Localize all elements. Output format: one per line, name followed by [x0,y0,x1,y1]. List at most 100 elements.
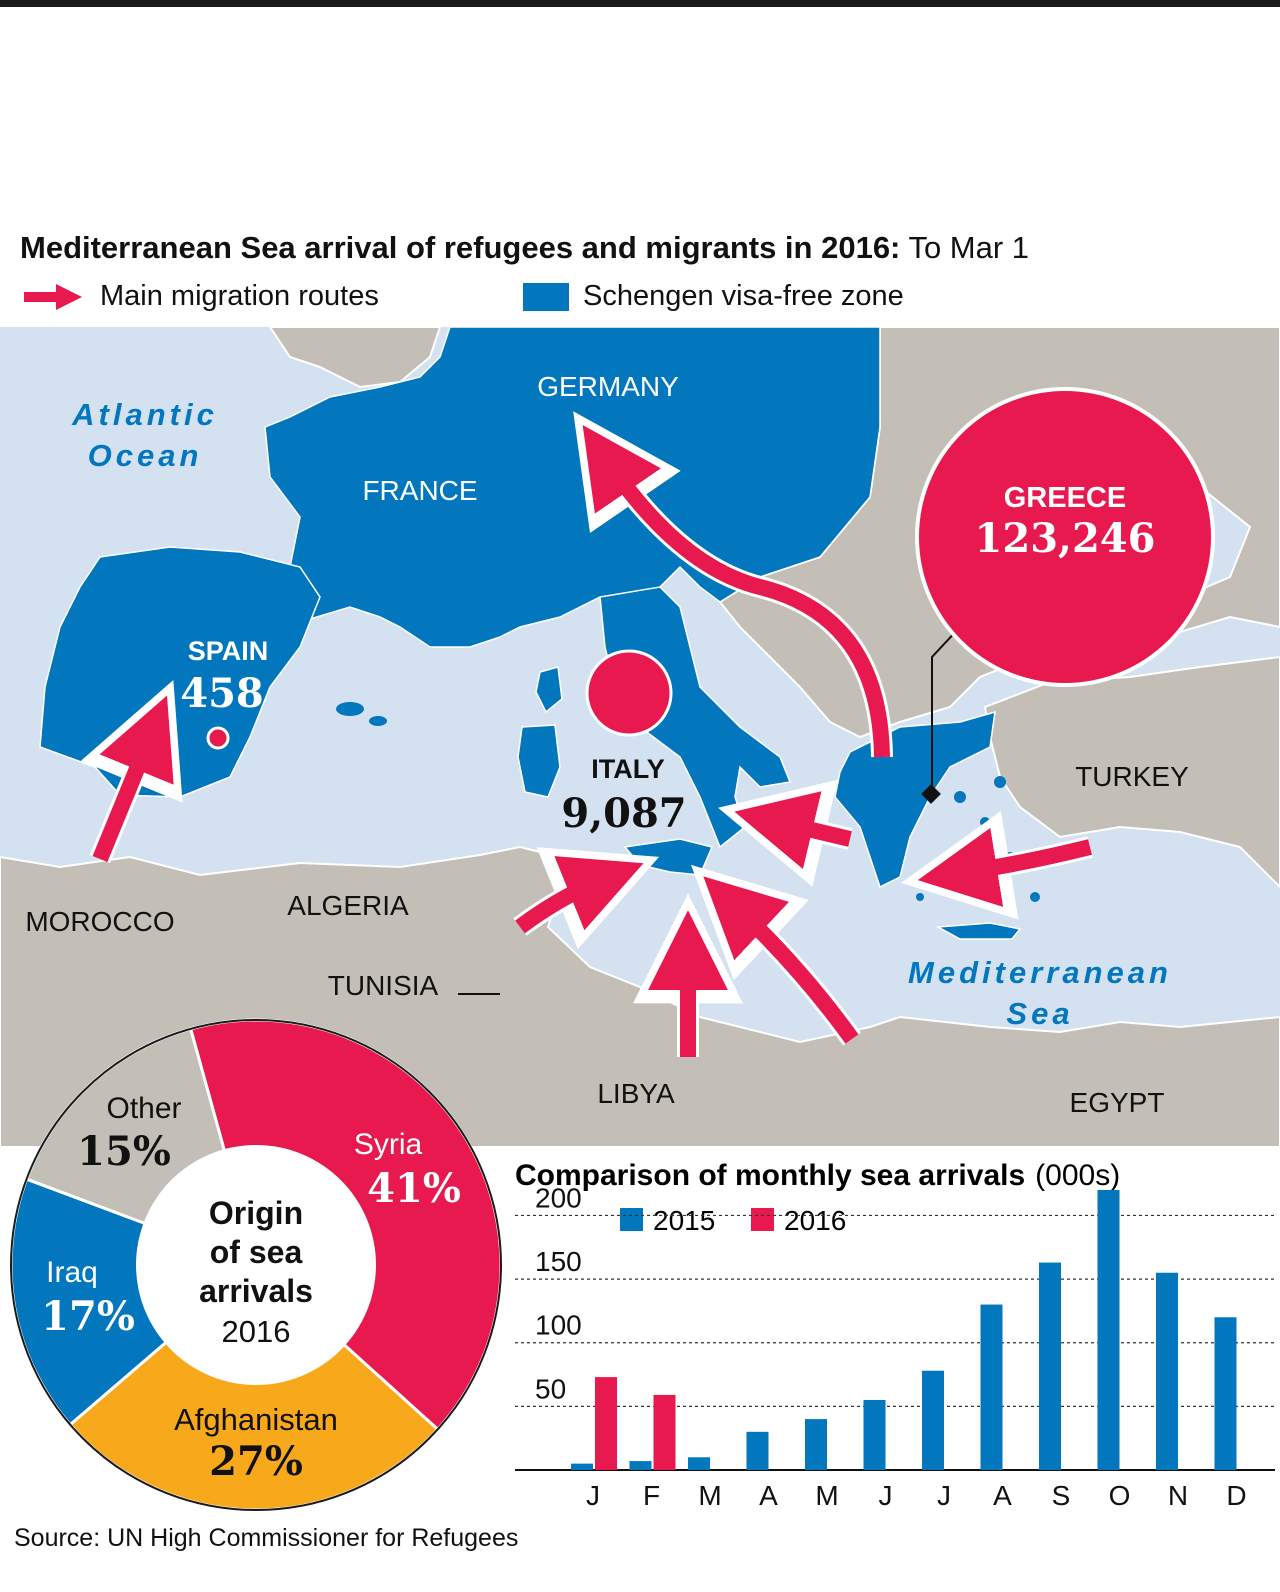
donut-hole [136,1145,376,1385]
x-tick-label-6: J [879,1480,893,1511]
legend-schengen-label: Schengen visa-free zone [583,280,904,312]
label-med-2: Sea [1006,996,1073,1031]
route-arrow-greece-italy [734,791,852,870]
bar-2015-4 [746,1431,769,1470]
donut-center-line3: arrivals [199,1273,313,1309]
source-note: Source: UN High Commissioner for Refugee… [14,1524,519,1552]
x-tick-label-12: D [1226,1480,1246,1511]
donut-center-line1: Origin [209,1195,303,1231]
route-arrow-egypt-italy [703,876,859,1044]
monthly-arrivals-bar-chart: Comparison of monthly sea arrivals (000s)… [515,1159,1275,1511]
page-title: Mediterranean Sea arrival of refugees an… [20,230,1029,266]
donut-outline [10,1019,502,1511]
schengen-swatch [523,282,569,311]
legend-swatch-2016 [751,1208,774,1231]
donut-label-syria: Syria [354,1128,423,1161]
label-libya: LIBYA [597,1078,675,1109]
bar-y-ticks: 50 100 150 200 [535,1182,582,1404]
legend-label-2016: 2016 [784,1205,846,1236]
bar-2016-2 [653,1394,676,1470]
donut-pct-afghanistan: 27% [209,1438,303,1485]
bar-marks [571,1190,1237,1470]
x-tick-label-8: A [993,1480,1012,1511]
bar-chart-unit: (000s) [1035,1159,1120,1192]
balearic-islands [336,702,387,726]
label-turkey: TURKEY [1075,761,1189,792]
route-arrow-morocco-spain [92,695,174,863]
bar-2015-1 [571,1463,593,1470]
x-tick-label-4: A [759,1480,778,1511]
donut-center-year: 2016 [222,1314,291,1349]
route-arrow-turkey-greece [917,827,1092,907]
uk-land [268,327,442,389]
bar-2015-6 [863,1400,886,1470]
label-egypt: EGYPT [1070,1087,1165,1118]
x-tick-label-1: J [586,1480,600,1511]
donut-pct-syria: 41% [367,1165,461,1212]
label-france: FRANCE [362,475,477,506]
label-atlantic-1: Atlantic [71,397,218,432]
italy-label: ITALY [591,754,665,784]
x-tick-label-3: M [698,1480,721,1511]
x-tick-label-10: O [1109,1480,1131,1511]
crete [935,922,1022,940]
label-atlantic-2: Ocean [88,438,203,473]
legend-swatch-2015 [620,1208,643,1231]
bar-2016-1 [595,1377,617,1470]
label-algeria: ALGERIA [287,890,409,921]
bar-2015-10 [1097,1190,1120,1470]
route-arrow-icon [24,283,82,310]
greece-value: 123,246 [975,515,1156,562]
donut-center-line2: of sea [210,1234,303,1270]
corsica [535,666,563,714]
italy-arrivals-circle [585,649,673,737]
route-arrow-balkans-germany [582,425,890,758]
label-med-1: Mediterranean [908,955,1172,990]
x-tick-label-7: J [937,1480,951,1511]
origin-donut-chart: Origin of sea arrivals 2016 Syria 41% Af… [9,1018,503,1512]
bar-chart-title-wrap: Comparison of monthly sea arrivals (000s) [515,1159,1120,1192]
y-tick-label-100: 100 [535,1310,582,1341]
bar-2015-11 [1156,1272,1178,1470]
y-tick-label-50: 50 [535,1373,566,1404]
legend-routes: Main migration routes [20,280,379,313]
y-tick-label-200: 200 [535,1182,582,1213]
y-tick-label-150: 150 [535,1246,582,1277]
sardinia [517,724,561,798]
title-bold: Mediterranean Sea arrival of refugees an… [20,230,901,265]
donut-pct-iraq: 17% [41,1293,135,1340]
italy-value: 9,087 [561,790,686,837]
legend-schengen: Schengen visa-free zone [523,280,904,313]
donut-label-other: Other [106,1092,181,1125]
bar-2015-2 [629,1461,652,1470]
label-germany: GERMANY [537,371,679,402]
legend-routes-label: Main migration routes [100,280,379,312]
greece-label: GREECE [1004,482,1126,514]
bar-2015-9 [1039,1262,1061,1470]
spain-value: 458 [180,670,264,717]
bar-legend: 2015 2016 [620,1205,846,1236]
label-tunisia: TUNISIA [328,970,439,1001]
spain-arrivals-dot [206,726,230,750]
x-tick-label-11: N [1168,1480,1188,1511]
bar-2015-12 [1214,1317,1237,1470]
legend-label-2015: 2015 [653,1205,715,1236]
bar-2015-7 [922,1370,944,1470]
migration-map: GERMANY FRANCE TURKEY MOROCCO ALGERIA TU… [0,327,1280,1147]
bar-2015-5 [805,1419,827,1470]
bar-chart-title: Comparison of monthly sea arrivals [515,1159,1025,1192]
donut-label-afghanistan: Afghanistan [174,1402,338,1437]
donut-label-iraq: Iraq [46,1256,98,1289]
x-tick-label-5: M [815,1480,838,1511]
x-tick-label-9: S [1052,1480,1071,1511]
migration-routes [80,411,1093,1057]
bar-2015-8 [980,1304,1003,1470]
top-rule [0,0,1280,7]
greece-arrivals-circle [915,387,1215,687]
route-arrow-tunisia-italy [515,856,644,934]
title-date: To Mar 1 [900,230,1030,265]
donut-pct-other: 15% [77,1128,171,1175]
x-tick-label-2: F [643,1480,660,1511]
map-legend: Main migration routes Schengen visa-free… [20,280,1260,320]
